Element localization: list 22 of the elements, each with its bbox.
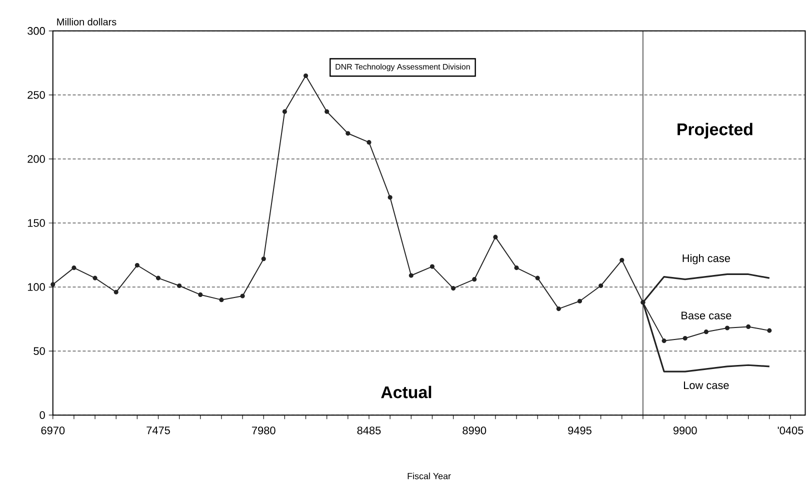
x-axis-title: Fiscal Year bbox=[408, 472, 451, 480]
series-label: Base case bbox=[682, 312, 732, 320]
annotation: Actual bbox=[381, 386, 432, 398]
y-tick-label: 150 bbox=[28, 219, 45, 227]
x-tick-label: 9900 bbox=[673, 426, 697, 434]
series-label: Low case bbox=[684, 382, 729, 390]
annotation: Projected bbox=[678, 122, 752, 139]
y-tick-label: 250 bbox=[28, 91, 45, 99]
x-tick-label: 6970 bbox=[41, 426, 65, 434]
x-tick-label: 7475 bbox=[146, 426, 170, 434]
y-tick-label: 0 bbox=[40, 411, 45, 419]
x-tick-label: 7980 bbox=[252, 426, 276, 434]
x-tick-label: 8485 bbox=[357, 426, 381, 434]
x-tick-label: 8990 bbox=[462, 426, 486, 434]
y-tick-label: 200 bbox=[28, 155, 45, 163]
y-tick-label: 300 bbox=[28, 27, 45, 35]
y-axis-title: Million dollars bbox=[57, 18, 116, 26]
series-label: High case bbox=[682, 254, 730, 264]
y-tick-label: 100 bbox=[28, 283, 45, 291]
y-tick-label: 50 bbox=[34, 347, 45, 355]
x-tick-label: 9495 bbox=[568, 426, 592, 434]
x-tick-label: '0405 bbox=[778, 426, 804, 434]
